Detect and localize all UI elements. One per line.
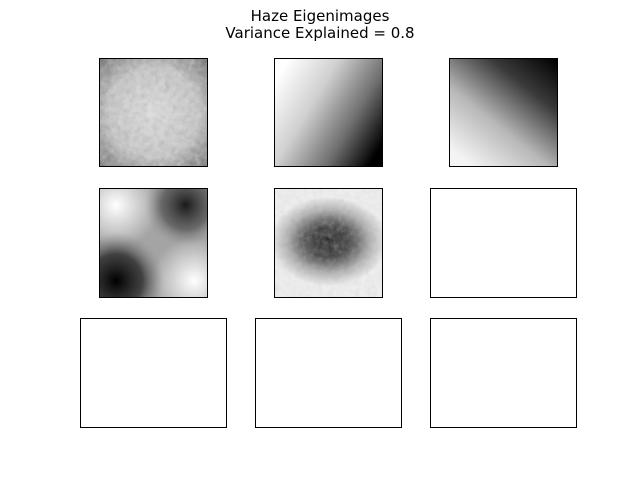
empty-axes-8 [255,318,402,428]
eigenimage-4 [99,188,208,298]
figure-title-line-2: Variance Explained = 0.8 [0,25,640,42]
eigenimage-5 [274,188,383,298]
eigenimage-5-graphic [275,189,382,297]
empty-axes-6 [430,188,577,298]
eigenimage-1-graphic [100,59,207,166]
eigenimage-3-graphic [450,59,557,166]
empty-axes-7 [80,318,227,428]
eigenimage-3 [449,58,558,167]
eigenimage-2 [274,58,383,167]
empty-axes-9 [430,318,577,428]
eigenimage-2-graphic [275,59,382,166]
eigenimage-4-graphic [100,189,207,297]
eigenimage-1 [99,58,208,167]
figure-title-line-1: Haze Eigenimages [0,8,640,25]
